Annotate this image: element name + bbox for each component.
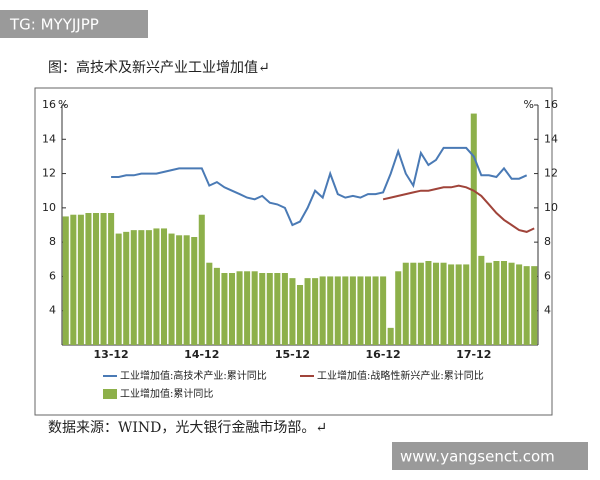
legend-label: 工业增加值:战略性新兴产业:累计同比 [317,369,484,382]
bar [115,233,122,345]
bar [176,235,183,345]
y-tick-label: 16 [42,98,56,111]
y2-tick-label: 14 [544,132,558,145]
badge: TG: MYYJJPP [9,16,99,34]
y2-tick-label: 10 [544,201,558,214]
bar [372,276,379,345]
y-unit: % [58,98,68,111]
bar [425,261,432,345]
bar [470,113,477,345]
bar [198,214,205,345]
y2-tick-label: 12 [544,167,558,180]
bar [183,235,190,345]
legend-label: 工业增加值:高技术产业:累计同比 [120,369,267,382]
source: 数据来源：WIND，光大银行金融市场部。↵ [48,419,327,436]
bar [191,237,198,345]
bar [387,327,394,345]
bar [281,273,288,345]
bar [357,276,364,345]
bar [485,262,492,345]
bar [244,271,251,345]
bar [289,278,296,345]
bar [312,278,319,345]
chart-frame [34,87,553,416]
bar [327,276,334,345]
bar [221,273,228,345]
bar [62,216,69,345]
bar [100,213,107,345]
bar [138,230,145,345]
bar [228,273,236,345]
bar [493,261,500,345]
bar [402,262,409,345]
bar [85,213,92,345]
watermark: www.yangsenct.com [400,448,555,466]
bar [70,214,77,345]
y-tick-label: 12 [42,167,56,180]
bar [455,264,462,345]
bar [440,262,447,345]
y2-unit: % [524,98,534,111]
x-tick-label: 17-12 [456,348,491,361]
bar [274,273,281,345]
y2-tick-label: 16 [544,98,558,111]
bar [266,273,273,345]
badge-bg [0,10,148,38]
bar [342,276,349,345]
bar [145,230,152,345]
bar [251,271,258,345]
bar [432,262,440,345]
x-tick-label: 16-12 [366,348,401,361]
bar [380,276,387,345]
y-tick-label: 6 [49,269,56,282]
y2-tick-label: 6 [544,269,551,282]
bar [516,264,523,345]
legend-label: 工业增加值:累计同比 [120,387,213,400]
y-tick-label: 14 [42,132,56,145]
bar [478,255,485,345]
bar [213,267,220,345]
watermark-bg [392,442,588,470]
bar [523,266,530,345]
bar [334,276,341,345]
bar [463,264,470,345]
bar [77,214,84,345]
bar [153,228,160,345]
bar [349,276,356,345]
y2-tick-label: 4 [544,304,551,317]
y-tick-label: 10 [42,201,56,214]
bar [364,276,372,345]
bar [130,230,137,345]
legend-swatch [103,389,117,399]
x-tick-label: 13-12 [94,348,129,361]
bar [395,271,402,345]
bar [259,273,266,345]
x-tick-label: 14-12 [184,348,219,361]
bar [236,271,243,345]
bar [410,262,417,345]
bar [417,262,424,345]
y-tick-label: 4 [49,304,56,317]
bar [500,261,508,345]
bar [108,213,115,345]
bar [123,231,130,345]
bar [168,233,175,345]
caption: 图：高技术及新兴产业工业增加值↵ [48,59,270,76]
bar [304,278,311,345]
bar [448,264,455,345]
bar [508,262,515,345]
y2-tick-label: 8 [544,235,551,248]
line [111,146,528,227]
bar [92,213,100,345]
bar [319,276,326,345]
bar [206,262,213,345]
x-tick-label: 15-12 [275,348,310,361]
y-tick-label: 8 [49,235,56,248]
bar [296,285,304,345]
line [382,184,535,233]
bar [531,266,538,345]
bar [160,228,168,345]
